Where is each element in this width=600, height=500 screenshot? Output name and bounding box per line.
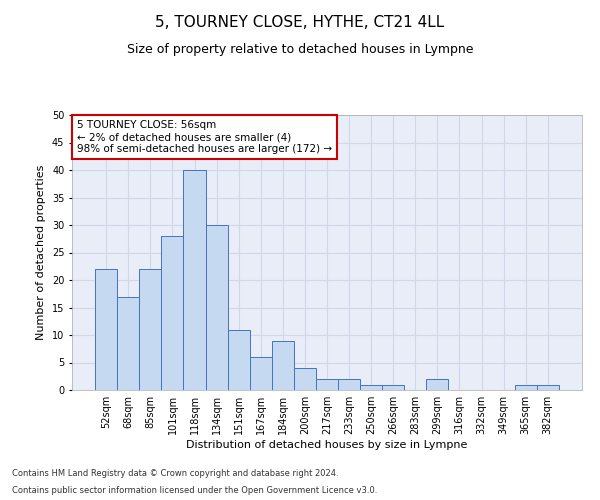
Bar xyxy=(382,384,404,390)
Bar xyxy=(206,225,227,390)
Bar xyxy=(95,269,117,390)
Bar xyxy=(294,368,316,390)
Text: Size of property relative to detached houses in Lympne: Size of property relative to detached ho… xyxy=(127,42,473,56)
Bar xyxy=(515,384,537,390)
Text: 5, TOURNEY CLOSE, HYTHE, CT21 4LL: 5, TOURNEY CLOSE, HYTHE, CT21 4LL xyxy=(155,15,445,30)
Text: Contains HM Land Registry data © Crown copyright and database right 2024.: Contains HM Land Registry data © Crown c… xyxy=(12,468,338,477)
Bar xyxy=(272,340,294,390)
Bar xyxy=(227,330,250,390)
Bar xyxy=(427,379,448,390)
Bar xyxy=(537,384,559,390)
Bar xyxy=(250,357,272,390)
Bar xyxy=(338,379,360,390)
Bar xyxy=(360,384,382,390)
X-axis label: Distribution of detached houses by size in Lympne: Distribution of detached houses by size … xyxy=(187,440,467,450)
Y-axis label: Number of detached properties: Number of detached properties xyxy=(37,165,46,340)
Text: 5 TOURNEY CLOSE: 56sqm
← 2% of detached houses are smaller (4)
98% of semi-detac: 5 TOURNEY CLOSE: 56sqm ← 2% of detached … xyxy=(77,120,332,154)
Bar xyxy=(117,296,139,390)
Bar xyxy=(161,236,184,390)
Text: Contains public sector information licensed under the Open Government Licence v3: Contains public sector information licen… xyxy=(12,486,377,495)
Bar xyxy=(184,170,206,390)
Bar xyxy=(139,269,161,390)
Bar xyxy=(316,379,338,390)
